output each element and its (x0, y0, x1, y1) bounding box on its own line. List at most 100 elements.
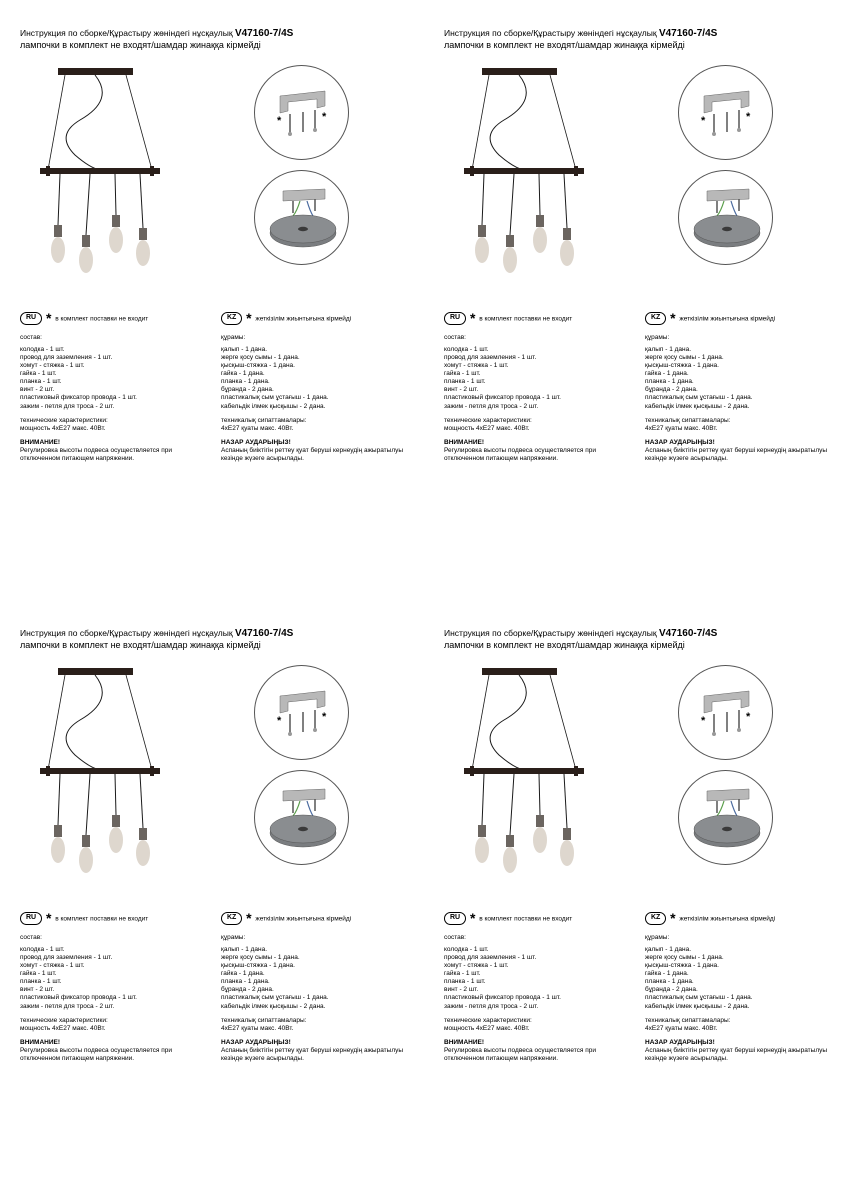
header-prefix: Инструкция по сборке/Құрастыру жөніндегі… (20, 28, 235, 38)
column-ru: RU * в комплект поставки не входит соста… (444, 910, 627, 1063)
asterisk-icon: * (46, 310, 51, 326)
header-prefix: Инструкция по сборке/Құрастыру жөніндегі… (444, 628, 659, 638)
instruction-panel: Инструкция по сборке/Құрастыру жөніндегі… (424, 600, 848, 1200)
header-line-1: Инструкция по сборке/Құрастыру жөніндегі… (444, 28, 828, 39)
asterisk-note-ru: в комплект поставки не входит (55, 315, 148, 322)
list-item: пластикалық сым ұстағыш - 1 дана. (221, 994, 404, 1002)
text-block: RU * в комплект поставки не входит соста… (20, 910, 404, 1063)
warn-text-kz: Аспаның биіктігін реттеу қуат беруші кер… (221, 1047, 404, 1063)
items-list-ru: колодка - 1 шт. провод для заземления - … (444, 946, 627, 1011)
svg-text:*: * (277, 715, 282, 727)
list-item: провод для заземления - 1 шт. (20, 354, 203, 362)
tech-value-kz: 4xE27 қуаты макс. 40Вт. (221, 1025, 404, 1033)
list-item: пластикалық сым ұстағыш - 1 дана. (645, 394, 828, 402)
tech-label-kz: техникалық сипаттамалары: (221, 1017, 404, 1025)
list-item: қысқыш-стяжка - 1 дана. (645, 362, 828, 370)
composition-label-kz: құрамы: (221, 334, 404, 342)
column-kz: KZ * жеткізілім жиынтығына кірмейді құра… (645, 910, 828, 1063)
list-item: планка - 1 шт. (444, 978, 627, 986)
model-number: V47160-7/4S (659, 628, 717, 639)
list-item: пластиковый фиксатор провода - 1 шт. (20, 394, 203, 402)
asterisk-icon: * (246, 910, 251, 926)
warn-text-ru: Регулировка высоты подвеса осуществляетс… (444, 1047, 627, 1063)
lamp-illustration (20, 60, 180, 275)
detail-circle-bracket: * * (678, 65, 773, 160)
list-item: қысқыш-стяжка - 1 дана. (221, 962, 404, 970)
warn-text-kz: Аспаның биіктігін реттеу қуат беруші кер… (221, 447, 404, 463)
list-item: пластикалық сым ұстағыш - 1 дана. (645, 994, 828, 1002)
list-item: жерге қосу сымы - 1 дана. (221, 354, 404, 362)
list-item: пластиковый фиксатор провода - 1 шт. (444, 994, 627, 1002)
warn-block-ru: ВНИМАНИЕ! Регулировка высоты подвеса осу… (20, 1039, 203, 1063)
lamp-illustration (444, 60, 604, 275)
lang-badge-kz: KZ (645, 912, 666, 925)
badge-line-kz: KZ * жеткізілім жиынтығына кірмейді (221, 310, 404, 328)
tech-value-ru: мощность 4xE27 макс. 40Вт. (444, 1025, 627, 1033)
warn-text-ru: Регулировка высоты подвеса осуществляетс… (20, 447, 203, 463)
list-item: провод для заземления - 1 шт. (444, 354, 627, 362)
tech-label-ru: технические характеристики: (444, 417, 627, 425)
composition-label-kz: құрамы: (221, 934, 404, 942)
header-prefix: Инструкция по сборке/Құрастыру жөніндегі… (444, 28, 659, 38)
asterisk-note-kz: жеткізілім жиынтығына кірмейді (679, 915, 775, 922)
list-item: планка - 1 шт. (20, 378, 203, 386)
list-item: планка - 1 шт. (444, 378, 627, 386)
tech-block-kz: техникалық сипаттамалары: 4xE27 қуаты ма… (221, 1017, 404, 1033)
badge-line-ru: RU * в комплект поставки не входит (444, 310, 627, 328)
warn-title-kz: НАЗАР АУДАРЫҢЫЗ! (645, 1039, 828, 1047)
detail-circle-canopy (254, 170, 349, 265)
asterisk-icon: * (670, 310, 675, 326)
tech-label-ru: технические характеристики: (444, 1017, 627, 1025)
list-item: пластикалық сым ұстағыш - 1 дана. (221, 394, 404, 402)
list-item: гайка - 1 шт. (20, 970, 203, 978)
tech-label-kz: техникалық сипаттамалары: (221, 417, 404, 425)
tech-value-ru: мощность 4xE27 макс. 40Вт. (20, 1025, 203, 1033)
lang-badge-ru: RU (20, 312, 42, 325)
badge-line-kz: KZ * жеткізілім жиынтығына кірмейді (645, 310, 828, 328)
badge-line-kz: KZ * жеткізілім жиынтығына кірмейді (221, 910, 404, 928)
header-line-1: Инструкция по сборке/Құрастыру жөніндегі… (20, 628, 404, 639)
asterisk-note-ru: в комплект поставки не входит (479, 315, 572, 322)
warn-title-ru: ВНИМАНИЕ! (20, 439, 203, 447)
list-item: қалып - 1 дана. (645, 946, 828, 954)
warn-title-kz: НАЗАР АУДАРЫҢЫЗ! (221, 1039, 404, 1047)
column-kz: KZ * жеткізілім жиынтығына кірмейді құра… (645, 310, 828, 463)
badge-line-kz: KZ * жеткізілім жиынтығына кірмейді (645, 910, 828, 928)
list-item: хомут - стяжка - 1 шт. (444, 962, 627, 970)
tech-value-kz: 4xE27 қуаты макс. 40Вт. (221, 425, 404, 433)
detail-circle-canopy (678, 170, 773, 265)
tech-block-kz: техникалық сипаттамалары: 4xE27 қуаты ма… (645, 417, 828, 433)
text-block: RU * в комплект поставки не входит соста… (444, 910, 828, 1063)
tech-block-ru: технические характеристики: мощность 4xE… (444, 1017, 627, 1033)
tech-block-kz: техникалық сипаттамалары: 4xE27 қуаты ма… (221, 417, 404, 433)
diagram-area: * * (444, 660, 828, 880)
warn-title-ru: ВНИМАНИЕ! (444, 1039, 627, 1047)
list-item: кабельдік ілмек қысқышы - 2 дана. (221, 1003, 404, 1011)
lang-badge-kz: KZ (221, 312, 242, 325)
asterisk-note-ru: в комплект поставки не входит (55, 915, 148, 922)
lamp-illustration (20, 660, 180, 875)
composition-label-ru: состав: (444, 934, 627, 942)
list-item: провод для заземления - 1 шт. (20, 954, 203, 962)
list-item: зажим - петля для троса - 2 шт. (20, 403, 203, 411)
lang-badge-ru: RU (444, 912, 466, 925)
asterisk-note-kz: жеткізілім жиынтығына кірмейді (255, 315, 351, 322)
list-item: зажим - петля для троса - 2 шт. (20, 1003, 203, 1011)
lang-badge-ru: RU (444, 312, 466, 325)
svg-text:*: * (701, 715, 706, 727)
header-line-1: Инструкция по сборке/Құрастыру жөніндегі… (20, 28, 404, 39)
detail-circle-bracket: * * (254, 665, 349, 760)
asterisk-note-kz: жеткізілім жиынтығына кірмейді (679, 315, 775, 322)
tech-label-ru: технические характеристики: (20, 417, 203, 425)
list-item: гайка - 1 дана. (645, 370, 828, 378)
list-item: хомут - стяжка - 1 шт. (20, 962, 203, 970)
list-item: пластиковый фиксатор провода - 1 шт. (444, 394, 627, 402)
list-item: зажим - петля для троса - 2 шт. (444, 403, 627, 411)
items-list-kz: қалып - 1 дана. жерге қосу сымы - 1 дана… (221, 346, 404, 411)
warn-text-ru: Регулировка высоты подвеса осуществляетс… (444, 447, 627, 463)
svg-text:*: * (701, 115, 706, 127)
items-list-ru: колодка - 1 шт. провод для заземления - … (20, 946, 203, 1011)
items-list-kz: қалып - 1 дана. жерге қосу сымы - 1 дана… (221, 946, 404, 1011)
diagram-area: * * (20, 660, 404, 880)
detail-circle-bracket: * * (254, 65, 349, 160)
